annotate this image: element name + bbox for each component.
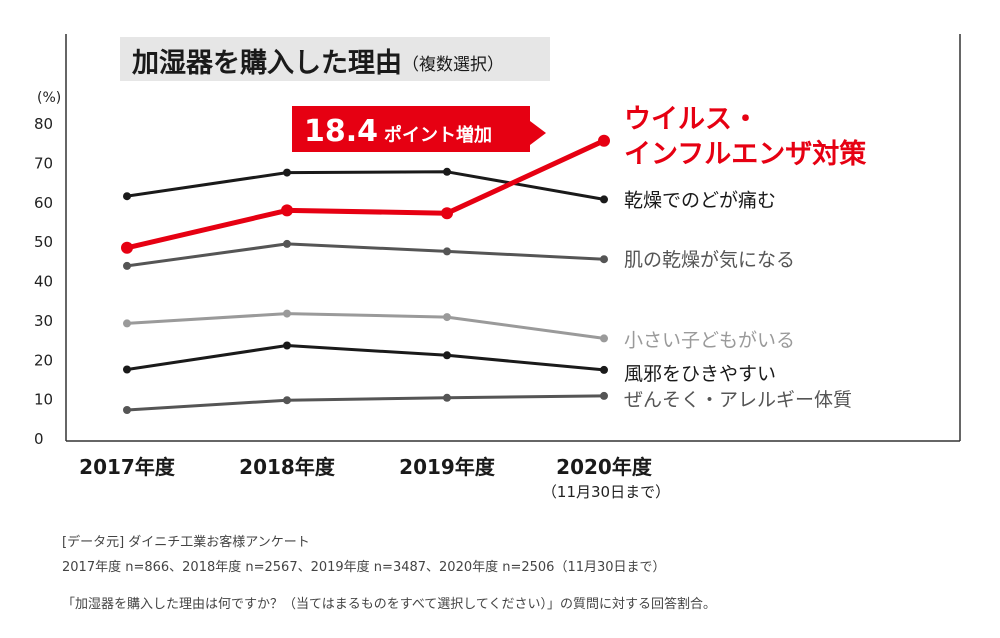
x-tick-label-2: 2018年度: [239, 455, 336, 479]
series-label-line-2: インフルエンザ対策: [624, 138, 867, 170]
chart-title-suffix: （複数選択）: [402, 55, 504, 75]
series-line-6: [125, 394, 606, 412]
series-line-4: [125, 312, 606, 340]
data-point-5-4: [600, 365, 608, 374]
data-point-1-3: [443, 167, 451, 176]
data-point-5-1: [123, 365, 131, 374]
series-line-3: [125, 242, 606, 268]
y-tick-label-20: 20: [34, 351, 53, 369]
series-label-3: 肌の乾燥が気になる: [624, 249, 795, 271]
y-tick-label-30: 30: [34, 312, 53, 330]
callout-value: 18.4: [304, 114, 378, 149]
callout-box: [292, 106, 546, 152]
callout-text: ポイント増加: [384, 124, 492, 146]
data-point-5-3: [443, 351, 451, 360]
x-tick-sublabel-4: （11月30日まで）: [542, 483, 670, 501]
data-point-3-4: [600, 255, 608, 264]
data-point-6-3: [443, 393, 451, 402]
x-tick-labels: 2017年度 2018年度 2019年度 2020年度 （11月30日まで）: [79, 455, 670, 501]
y-unit-label: (%): [37, 90, 61, 106]
series-label-6: ぜんそく・アレルギー体質: [624, 389, 852, 411]
y-tick-label-10: 10: [34, 391, 53, 409]
data-point-1-4: [600, 195, 608, 204]
series-line-2: [124, 138, 607, 251]
data-point-4-3: [443, 313, 451, 322]
x-tick-label-3: 2019年度: [399, 455, 496, 479]
series-label-2: ウイルス・インフルエンザ対策: [624, 104, 867, 170]
series-line-5: [125, 344, 606, 372]
title-background: [120, 37, 550, 81]
data-point-3-2: [283, 239, 291, 248]
data-point-1-1: [123, 192, 131, 201]
data-point-6-1: [123, 406, 131, 414]
data-point-5-2: [283, 341, 291, 350]
series-labels: 乾燥でのどが痛む ウイルス・インフルエンザ対策肌の乾燥が気になる小さい子どもがいる…: [624, 104, 867, 411]
series-points: [121, 134, 610, 414]
data-point-3-3: [443, 247, 451, 256]
series-lines: [124, 138, 607, 412]
data-point-4-2: [283, 309, 291, 318]
y-tick-labels: 0 10 20 30 40 50 60 70 80: [34, 115, 53, 448]
series-label-line-1: ウイルス・: [624, 104, 759, 135]
series-label-5: 風邪をひきやすい: [624, 363, 776, 385]
data-point-6-4: [600, 391, 608, 400]
y-tick-label-40: 40: [34, 273, 53, 291]
data-point-4-1: [123, 319, 131, 328]
data-point-1-2: [283, 168, 291, 177]
chart-title-main: 加湿器を購入した理由: [132, 48, 402, 79]
series-label-4: 小さい子どもがいる: [624, 329, 795, 351]
series-label-1: 乾燥でのどが痛む: [624, 189, 776, 211]
question-note: 「加湿器を購入した理由は何ですか？（当てはまるものをすべて選択してください）」の…: [62, 597, 717, 612]
x-tick-label-1: 2017年度: [79, 455, 176, 479]
chart-title: 加湿器を購入した理由（複数選択）: [132, 48, 504, 79]
callout-label: 18.4 ポイント増加: [304, 114, 492, 149]
y-tick-label-0: 0: [34, 430, 44, 448]
y-tick-label-50: 50: [34, 233, 53, 251]
y-tick-label-70: 70: [34, 154, 53, 172]
y-tick-label-60: 60: [34, 194, 53, 212]
data-point-4-4: [600, 334, 608, 343]
y-tick-label-80: 80: [34, 115, 53, 133]
x-tick-label-4: 2020年度: [556, 455, 653, 479]
data-point-3-1: [123, 261, 131, 270]
series-line-1: [125, 170, 606, 201]
increase-callout: 18.4 ポイント増加: [292, 106, 546, 152]
data-point-2-3: [441, 207, 453, 220]
data-point-6-2: [283, 396, 291, 405]
data-point-2-2: [281, 204, 293, 217]
data-point-2-1: [121, 241, 133, 254]
sample-size-note: 2017年度 n=866、2018年度 n=2567、2019年度 n=3487…: [62, 560, 666, 575]
data-point-2-4: [598, 134, 610, 147]
source-note: [データ元] ダイニチ工業お客様アンケート: [62, 535, 310, 550]
